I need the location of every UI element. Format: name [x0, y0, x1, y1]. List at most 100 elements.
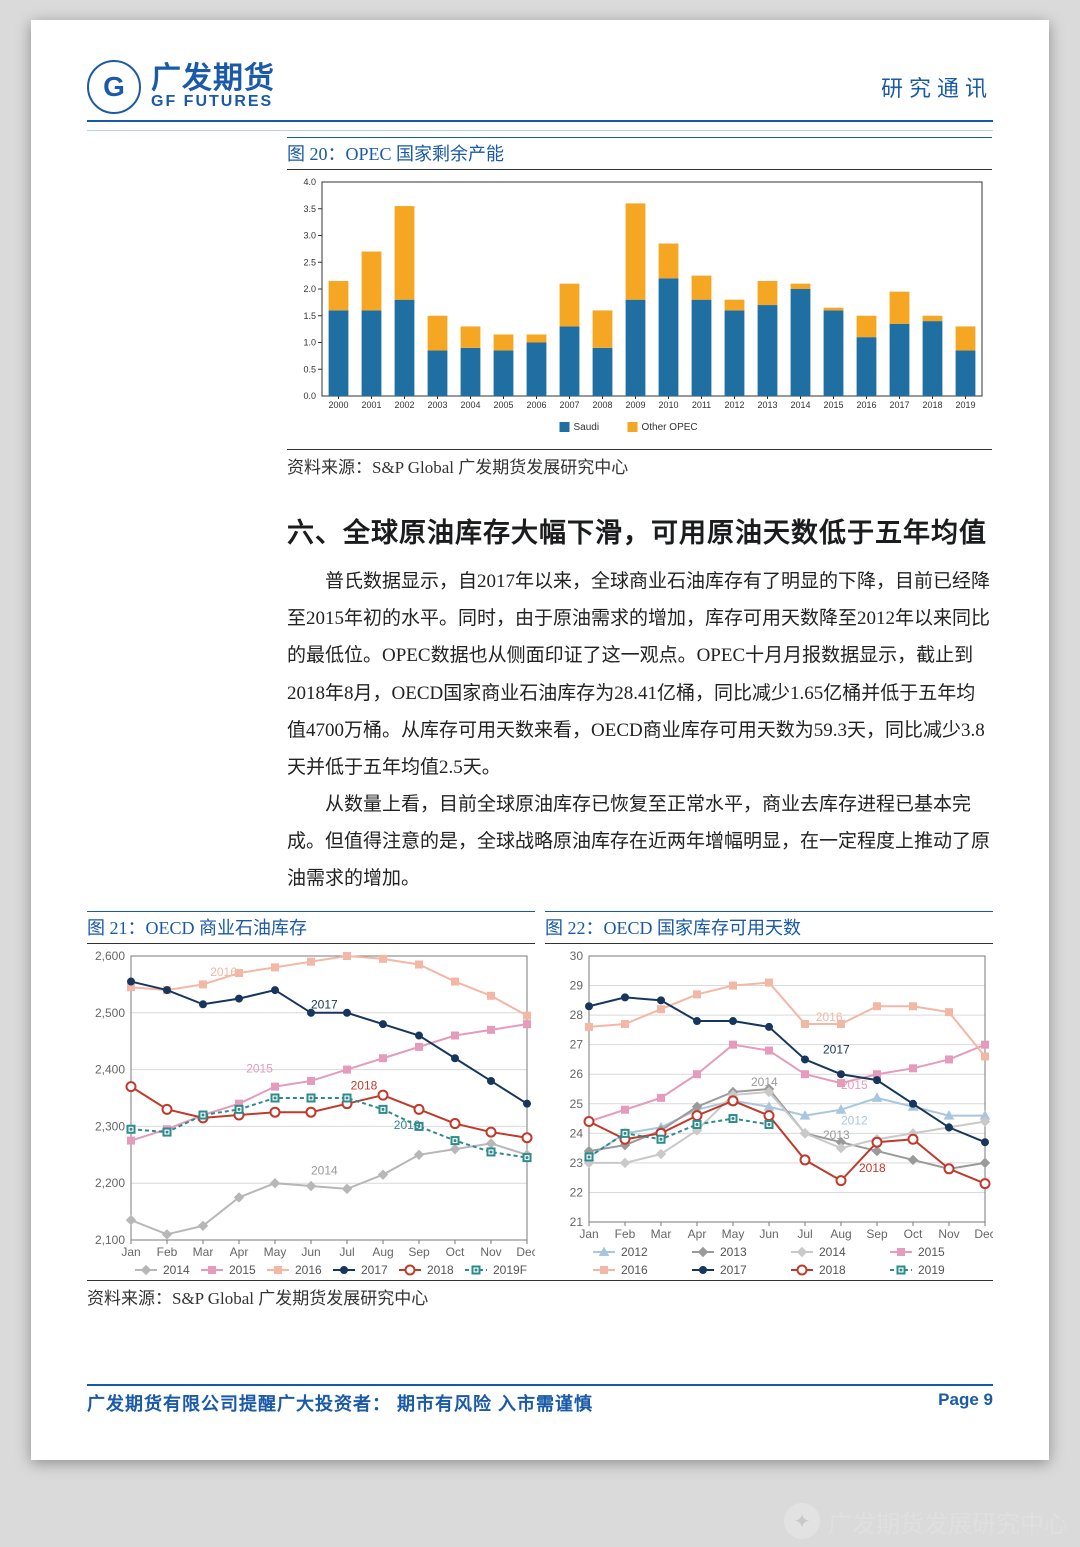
svg-text:2013: 2013	[720, 1245, 747, 1259]
svg-text:2015: 2015	[246, 1061, 273, 1075]
fig21-title: 图 21：OECD 商业石油库存	[87, 918, 307, 938]
footer-risk1: 期市有风险	[397, 1390, 492, 1416]
fig20-source: 资料来源：S&P Global 广发期货发展研究中心	[287, 449, 992, 478]
svg-text:2014: 2014	[790, 400, 810, 410]
watermark: ✦ 广发期货发展研究中心	[784, 1503, 1068, 1539]
svg-text:2016: 2016	[621, 1263, 648, 1277]
svg-text:2009: 2009	[625, 400, 645, 410]
logo-en: GF FUTURES	[151, 94, 275, 111]
svg-text:May: May	[722, 1227, 745, 1241]
main-content: 图 20：OPEC 国家剩余产能 0.00.51.01.52.02.53.03.…	[287, 137, 992, 897]
svg-text:2018: 2018	[351, 1078, 378, 1092]
section6-title: 六、全球原油库存大幅下滑，可用原油天数低于五年均值	[287, 504, 992, 563]
svg-text:2017: 2017	[311, 997, 338, 1011]
fig20-title: 图 20：OPEC 国家剩余产能	[287, 144, 504, 164]
page: G 广发期货 GF FUTURES 研究通讯 图 20：OPEC 国家剩余产能 …	[31, 20, 1049, 1460]
svg-text:2018: 2018	[427, 1263, 454, 1277]
svg-text:2008: 2008	[592, 400, 612, 410]
svg-text:2003: 2003	[427, 400, 447, 410]
svg-text:May: May	[264, 1245, 287, 1259]
svg-text:25: 25	[570, 1097, 584, 1111]
section6-p2: 从数量上看，目前全球原油库存已恢复至正常水平，商业去库存进程已基本完成。但值得注…	[287, 786, 992, 897]
chart22: 21222324252627282930JanFebMarAprMayJunJu…	[545, 948, 993, 1278]
svg-text:29: 29	[570, 978, 584, 992]
svg-text:Oct: Oct	[446, 1245, 465, 1259]
logo-icon: G	[87, 60, 141, 114]
footer-company: 广发期货有限公司提醒广大投资者：	[87, 1390, 391, 1416]
footer: 广发期货有限公司提醒广大投资者： 期市有风险 入市需谨慎 Page 9	[87, 1384, 993, 1416]
svg-text:0.0: 0.0	[303, 391, 316, 401]
svg-text:Aug: Aug	[372, 1245, 393, 1259]
svg-text:2017: 2017	[720, 1263, 747, 1277]
section6-p1: 普氏数据显示，自2017年以来，全球商业石油库存有了明显的下降，目前已经降至20…	[287, 563, 992, 785]
svg-text:2001: 2001	[361, 400, 381, 410]
svg-text:2000: 2000	[328, 400, 348, 410]
svg-text:2013: 2013	[757, 400, 777, 410]
svg-text:23: 23	[570, 1156, 584, 1170]
page-header: G 广发期货 GF FUTURES 研究通讯	[87, 60, 993, 122]
svg-text:2016: 2016	[816, 1010, 843, 1024]
page-no: 9	[984, 1390, 993, 1409]
svg-text:22: 22	[570, 1185, 584, 1199]
svg-text:2018: 2018	[859, 1161, 886, 1175]
svg-text:2,600: 2,600	[95, 949, 125, 963]
svg-text:30: 30	[570, 949, 584, 963]
svg-text:2017: 2017	[823, 1042, 850, 1056]
svg-text:2017: 2017	[889, 400, 909, 410]
svg-text:2013: 2013	[823, 1128, 850, 1142]
svg-text:2,200: 2,200	[95, 1176, 125, 1190]
svg-text:Dec: Dec	[974, 1227, 993, 1241]
svg-text:2018: 2018	[819, 1263, 846, 1277]
svg-text:2002: 2002	[394, 400, 414, 410]
svg-text:2014: 2014	[311, 1163, 338, 1177]
svg-text:Feb: Feb	[615, 1227, 636, 1241]
svg-text:Dec: Dec	[516, 1245, 535, 1259]
two-col-charts: 图 21：OECD 商业石油库存 2,1002,2002,3002,4002,5…	[87, 911, 993, 1278]
chart20: 0.00.51.01.52.02.53.03.54.02000200120022…	[287, 174, 992, 444]
svg-text:2014: 2014	[163, 1263, 190, 1277]
svg-text:28: 28	[570, 1008, 584, 1022]
svg-text:Oct: Oct	[904, 1227, 923, 1241]
col-left: 图 21：OECD 商业石油库存 2,1002,2002,3002,4002,5…	[87, 911, 535, 1278]
svg-text:2012: 2012	[724, 400, 744, 410]
svg-text:2012: 2012	[621, 1245, 648, 1259]
svg-text:Mar: Mar	[193, 1245, 214, 1259]
svg-text:2011: 2011	[692, 400, 711, 410]
page-number: Page 9	[938, 1390, 993, 1416]
svg-text:Apr: Apr	[688, 1227, 707, 1241]
svg-text:2017: 2017	[361, 1263, 388, 1277]
watermark-text: 广发期货发展研究中心	[828, 1504, 1068, 1539]
svg-text:2007: 2007	[559, 400, 579, 410]
svg-text:27: 27	[570, 1037, 584, 1051]
doc-type: 研究通讯	[881, 71, 993, 103]
svg-text:2019: 2019	[394, 1118, 421, 1132]
svg-text:2019: 2019	[955, 400, 975, 410]
svg-text:2012: 2012	[841, 1113, 868, 1127]
svg-text:Nov: Nov	[938, 1227, 959, 1241]
svg-text:Mar: Mar	[651, 1227, 672, 1241]
svg-text:2014: 2014	[751, 1075, 778, 1089]
svg-text:Jan: Jan	[579, 1227, 598, 1241]
svg-text:1.0: 1.0	[303, 338, 316, 348]
disclaimer: 广发期货有限公司提醒广大投资者： 期市有风险 入市需谨慎	[87, 1390, 593, 1416]
svg-text:2,400: 2,400	[95, 1062, 125, 1076]
svg-text:Other OPEC: Other OPEC	[642, 422, 698, 433]
svg-text:Nov: Nov	[480, 1245, 501, 1259]
chart21: 2,1002,2002,3002,4002,5002,600JanFebMarA…	[87, 948, 535, 1278]
svg-text:2015: 2015	[841, 1078, 868, 1092]
svg-text:2004: 2004	[460, 400, 480, 410]
logo-cn: 广发期货	[151, 63, 275, 95]
svg-text:1.5: 1.5	[303, 311, 316, 321]
svg-text:2015: 2015	[918, 1245, 945, 1259]
wechat-icon: ✦	[784, 1503, 820, 1539]
svg-text:2016: 2016	[295, 1263, 322, 1277]
svg-text:Jul: Jul	[339, 1245, 354, 1259]
svg-text:Apr: Apr	[230, 1245, 249, 1259]
svg-text:Sep: Sep	[866, 1227, 888, 1241]
svg-text:2006: 2006	[526, 400, 546, 410]
col-right: 图 22：OECD 国家库存可用天数 21222324252627282930J…	[545, 911, 993, 1278]
svg-text:Jul: Jul	[797, 1227, 812, 1241]
svg-text:2016: 2016	[856, 400, 876, 410]
svg-text:3.0: 3.0	[303, 231, 316, 241]
footer-risk2: 入市需谨慎	[498, 1390, 593, 1416]
